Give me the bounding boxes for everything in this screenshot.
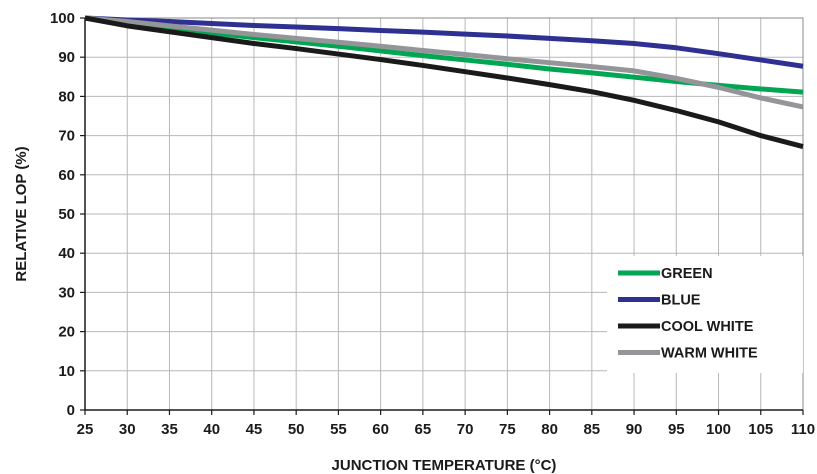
x-tick-label-30: 30 bbox=[119, 421, 136, 438]
x-tick-label-105: 105 bbox=[748, 421, 773, 438]
x-tick-labels: 25 30 35 40 45 50 55 60 65 70 75 80 85 90 95 100 105 110 bbox=[77, 421, 815, 438]
y-tick-label-70: 70 bbox=[58, 128, 75, 145]
series-line-warm-white bbox=[84, 15, 804, 110]
y-tick-label-80: 80 bbox=[58, 88, 75, 105]
series-line-blue bbox=[84, 15, 804, 69]
y-tick-label-40: 40 bbox=[58, 245, 75, 262]
x-tick-label-70: 70 bbox=[457, 421, 474, 438]
x-tick-label-50: 50 bbox=[288, 421, 305, 438]
y-tick-label-20: 20 bbox=[58, 324, 75, 341]
x-tick-label-45: 45 bbox=[246, 421, 263, 438]
x-tick-label-40: 40 bbox=[203, 421, 220, 438]
x-tick-label-60: 60 bbox=[372, 421, 389, 438]
x-tick-label-55: 55 bbox=[330, 421, 347, 438]
x-tick-label-25: 25 bbox=[77, 421, 94, 438]
y-tick-label-0: 0 bbox=[67, 402, 75, 419]
y-tick-label-100: 100 bbox=[50, 10, 75, 27]
x-tick-label-65: 65 bbox=[415, 421, 432, 438]
x-tick-label-100: 100 bbox=[706, 421, 731, 438]
x-tick-label-95: 95 bbox=[668, 421, 685, 438]
series-lines bbox=[84, 15, 804, 149]
x-tick-label-110: 110 bbox=[791, 421, 815, 438]
legend: GREEN BLUE COOL WHITE WARM WHITE bbox=[607, 256, 803, 373]
y-tick-labels: 0 10 20 30 40 50 60 70 80 90 100 bbox=[50, 10, 75, 419]
y-axis-title: RELATIVE LOP (%) bbox=[13, 146, 30, 281]
y-tick-label-90: 90 bbox=[58, 49, 75, 66]
x-tick-label-80: 80 bbox=[541, 421, 558, 438]
y-tick-label-10: 10 bbox=[58, 363, 75, 380]
x-axis-title: JUNCTION TEMPERATURE (°C) bbox=[332, 457, 557, 474]
legend-label-cool-white: COOL WHITE bbox=[661, 319, 754, 335]
legend-label-green: GREEN bbox=[661, 266, 713, 282]
x-tick-label-35: 35 bbox=[161, 421, 178, 438]
x-tick-label-75: 75 bbox=[499, 421, 516, 438]
axis-lines bbox=[80, 17, 804, 415]
legend-label-blue: BLUE bbox=[661, 293, 701, 309]
x-tick-label-85: 85 bbox=[583, 421, 600, 438]
y-tick-label-60: 60 bbox=[58, 167, 75, 184]
y-tick-label-30: 30 bbox=[58, 284, 75, 301]
y-tick-label-50: 50 bbox=[58, 206, 75, 223]
legend-label-warm-white: WARM WHITE bbox=[661, 346, 758, 362]
series-line-cool-white bbox=[84, 15, 804, 149]
x-tick-label-90: 90 bbox=[626, 421, 643, 438]
